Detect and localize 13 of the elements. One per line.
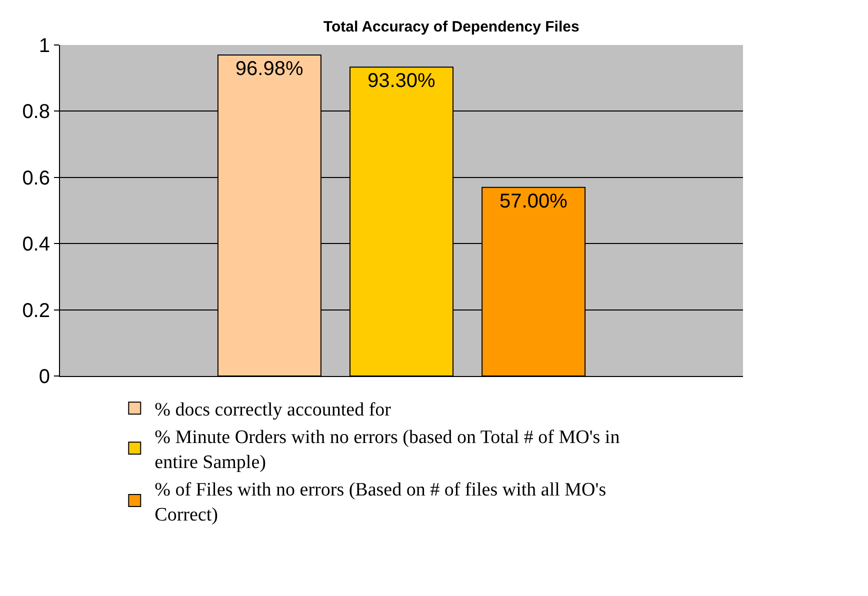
legend-label: % docs correctly accounted for [154,400,392,420]
data-label: 57.00% [500,190,568,212]
data-label: 93.30% [367,70,436,92]
y-tick-label: 0.2 [22,300,50,322]
legend-label: % of Files with no errors (Based on # of files with all MO's Correct) [154,480,606,526]
data-label: 96.98% [235,58,304,80]
y-tick-label: 0.8 [22,101,50,124]
y-tick-label: 0 [38,366,50,388]
legend-label: % Minute Orders with no errors (based on Total # of MO's in entire Sample) [154,427,620,473]
y-tick-label: 0.6 [22,167,50,190]
chart-title: Total Accuracy of Dependency Files [323,18,580,36]
y-tick-label: 1 [38,35,50,57]
y-tick-label: 0.4 [22,234,50,256]
